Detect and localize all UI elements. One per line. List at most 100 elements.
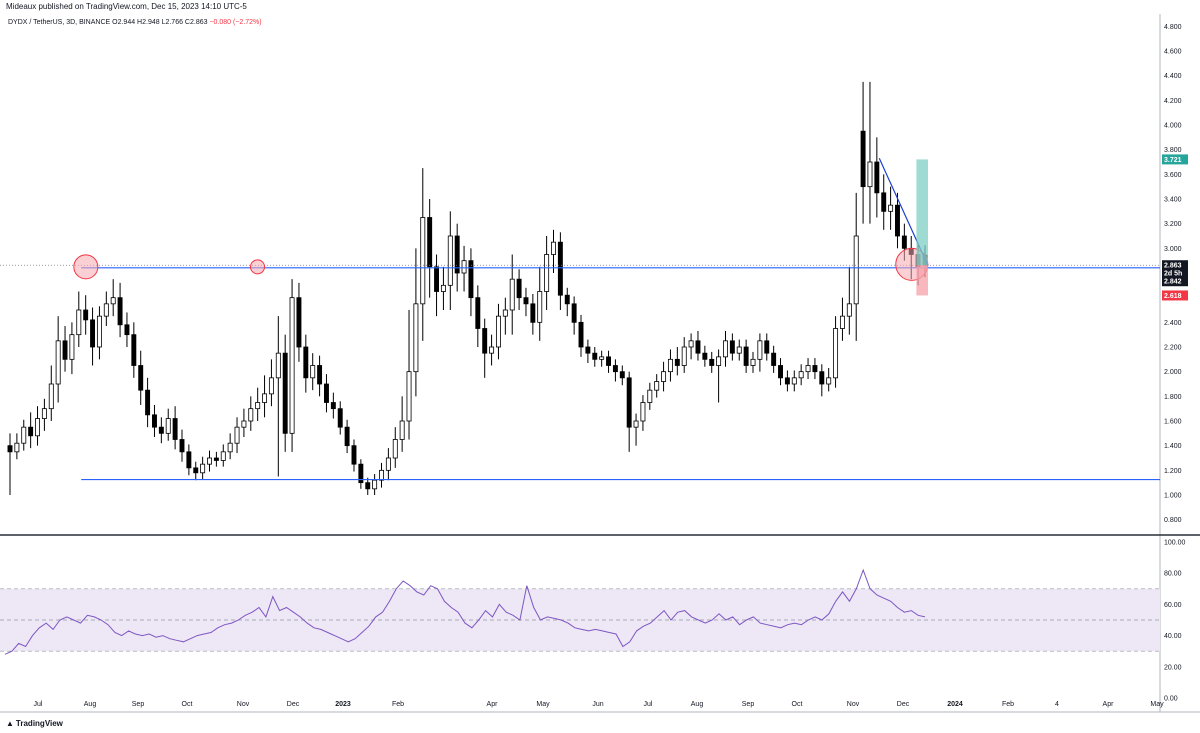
candle-body[interactable] [138, 365, 144, 391]
candle-body[interactable] [207, 457, 212, 465]
candle-body[interactable] [537, 291, 543, 323]
candle-body[interactable] [324, 383, 329, 403]
candle-body[interactable] [220, 451, 226, 461]
highlight-circle[interactable] [250, 259, 266, 275]
candle-body[interactable] [275, 352, 281, 379]
candle-body[interactable] [626, 377, 632, 428]
candle-body[interactable] [337, 408, 343, 428]
candle-body[interactable] [55, 340, 61, 385]
candle-body[interactable] [695, 340, 701, 354]
target-zone[interactable] [916, 159, 928, 266]
candle-body[interactable] [757, 340, 763, 360]
candle-body[interactable] [152, 414, 157, 428]
candle-body[interactable] [585, 346, 591, 354]
candle-body[interactable] [778, 365, 783, 379]
candle-body[interactable] [358, 463, 364, 484]
candle-body[interactable] [117, 297, 123, 326]
candle-body[interactable] [7, 445, 13, 453]
candle-body[interactable] [255, 402, 261, 410]
candle-body[interactable] [268, 377, 274, 395]
candle-body[interactable] [434, 266, 440, 292]
candle-body[interactable] [826, 377, 832, 385]
candle-body[interactable] [76, 309, 82, 336]
candle-body[interactable] [317, 365, 323, 385]
candle-body[interactable] [798, 371, 804, 379]
candle-body[interactable] [674, 358, 680, 366]
candle-body[interactable] [839, 315, 845, 329]
candle-body[interactable] [516, 278, 522, 299]
candle-body[interactable] [606, 356, 611, 366]
candle-body[interactable] [172, 418, 178, 440]
candle-body[interactable] [131, 334, 137, 366]
candle-body[interactable] [282, 352, 288, 434]
candle-body[interactable] [888, 204, 894, 212]
candle-body[interactable] [365, 482, 371, 490]
candle-body[interactable] [330, 402, 336, 410]
candle-body[interactable] [440, 284, 446, 292]
candle-body[interactable] [833, 328, 839, 379]
candle-body[interactable] [447, 235, 453, 286]
candle-body[interactable] [688, 340, 694, 348]
candle-body[interactable] [96, 315, 102, 348]
candle-body[interactable] [35, 418, 40, 437]
candle-body[interactable] [427, 217, 433, 268]
candle-body[interactable] [764, 340, 770, 354]
candle-body[interactable] [495, 315, 501, 348]
candle-body[interactable] [750, 358, 756, 366]
candle-body[interactable] [145, 389, 151, 416]
candle-body[interactable] [544, 254, 550, 292]
candle-body[interactable] [723, 340, 728, 358]
candle-body[interactable] [551, 241, 556, 255]
candle-body[interactable] [502, 309, 508, 317]
candle-body[interactable] [234, 426, 240, 444]
candle-body[interactable] [633, 420, 639, 428]
candle-body[interactable] [867, 161, 873, 188]
candle-body[interactable] [784, 377, 790, 385]
candle-body[interactable] [475, 297, 481, 329]
candle-body[interactable] [420, 217, 426, 305]
candle-body[interactable] [716, 356, 722, 366]
candle-body[interactable] [454, 235, 460, 274]
candle-body[interactable] [296, 297, 302, 348]
candle-body[interactable] [771, 352, 777, 366]
candle-body[interactable] [667, 358, 673, 373]
candle-body[interactable] [592, 352, 598, 360]
candle-body[interactable] [805, 365, 811, 373]
candle-body[interactable] [103, 303, 109, 317]
candle-body[interactable] [619, 371, 625, 379]
candle-body[interactable] [379, 469, 384, 481]
candle-body[interactable] [895, 204, 900, 237]
candle-body[interactable] [530, 303, 536, 323]
candle-body[interactable] [523, 297, 529, 305]
candle-body[interactable] [289, 297, 295, 434]
candle-body[interactable] [372, 479, 378, 490]
candle-body[interactable] [468, 260, 474, 299]
candle-body[interactable] [158, 426, 164, 434]
candle-body[interactable] [83, 309, 89, 321]
candle-body[interactable] [612, 365, 618, 373]
candle-body[interactable] [881, 192, 887, 212]
candle-body[interactable] [791, 377, 797, 385]
candle-body[interactable] [124, 324, 130, 336]
candle-body[interactable] [186, 451, 192, 469]
candle-body[interactable] [743, 346, 749, 366]
candle-body[interactable] [564, 294, 570, 305]
highlight-circle[interactable] [73, 254, 99, 280]
candle-body[interactable] [28, 426, 34, 437]
candle-body[interactable] [165, 418, 171, 434]
candle-body[interactable] [482, 328, 488, 354]
candle-body[interactable] [557, 241, 563, 296]
candle-body[interactable] [392, 439, 398, 459]
candle-body[interactable] [344, 426, 350, 447]
candle-body[interactable] [69, 334, 75, 360]
candle-body[interactable] [654, 381, 660, 391]
candle-body[interactable] [709, 358, 715, 366]
candle-body[interactable] [90, 319, 96, 348]
candle-body[interactable] [661, 371, 667, 382]
candle-body[interactable] [736, 346, 742, 354]
candle-body[interactable] [819, 371, 825, 385]
candle-body[interactable] [702, 352, 708, 360]
candle-body[interactable] [571, 303, 577, 323]
candle-body[interactable] [729, 340, 735, 354]
